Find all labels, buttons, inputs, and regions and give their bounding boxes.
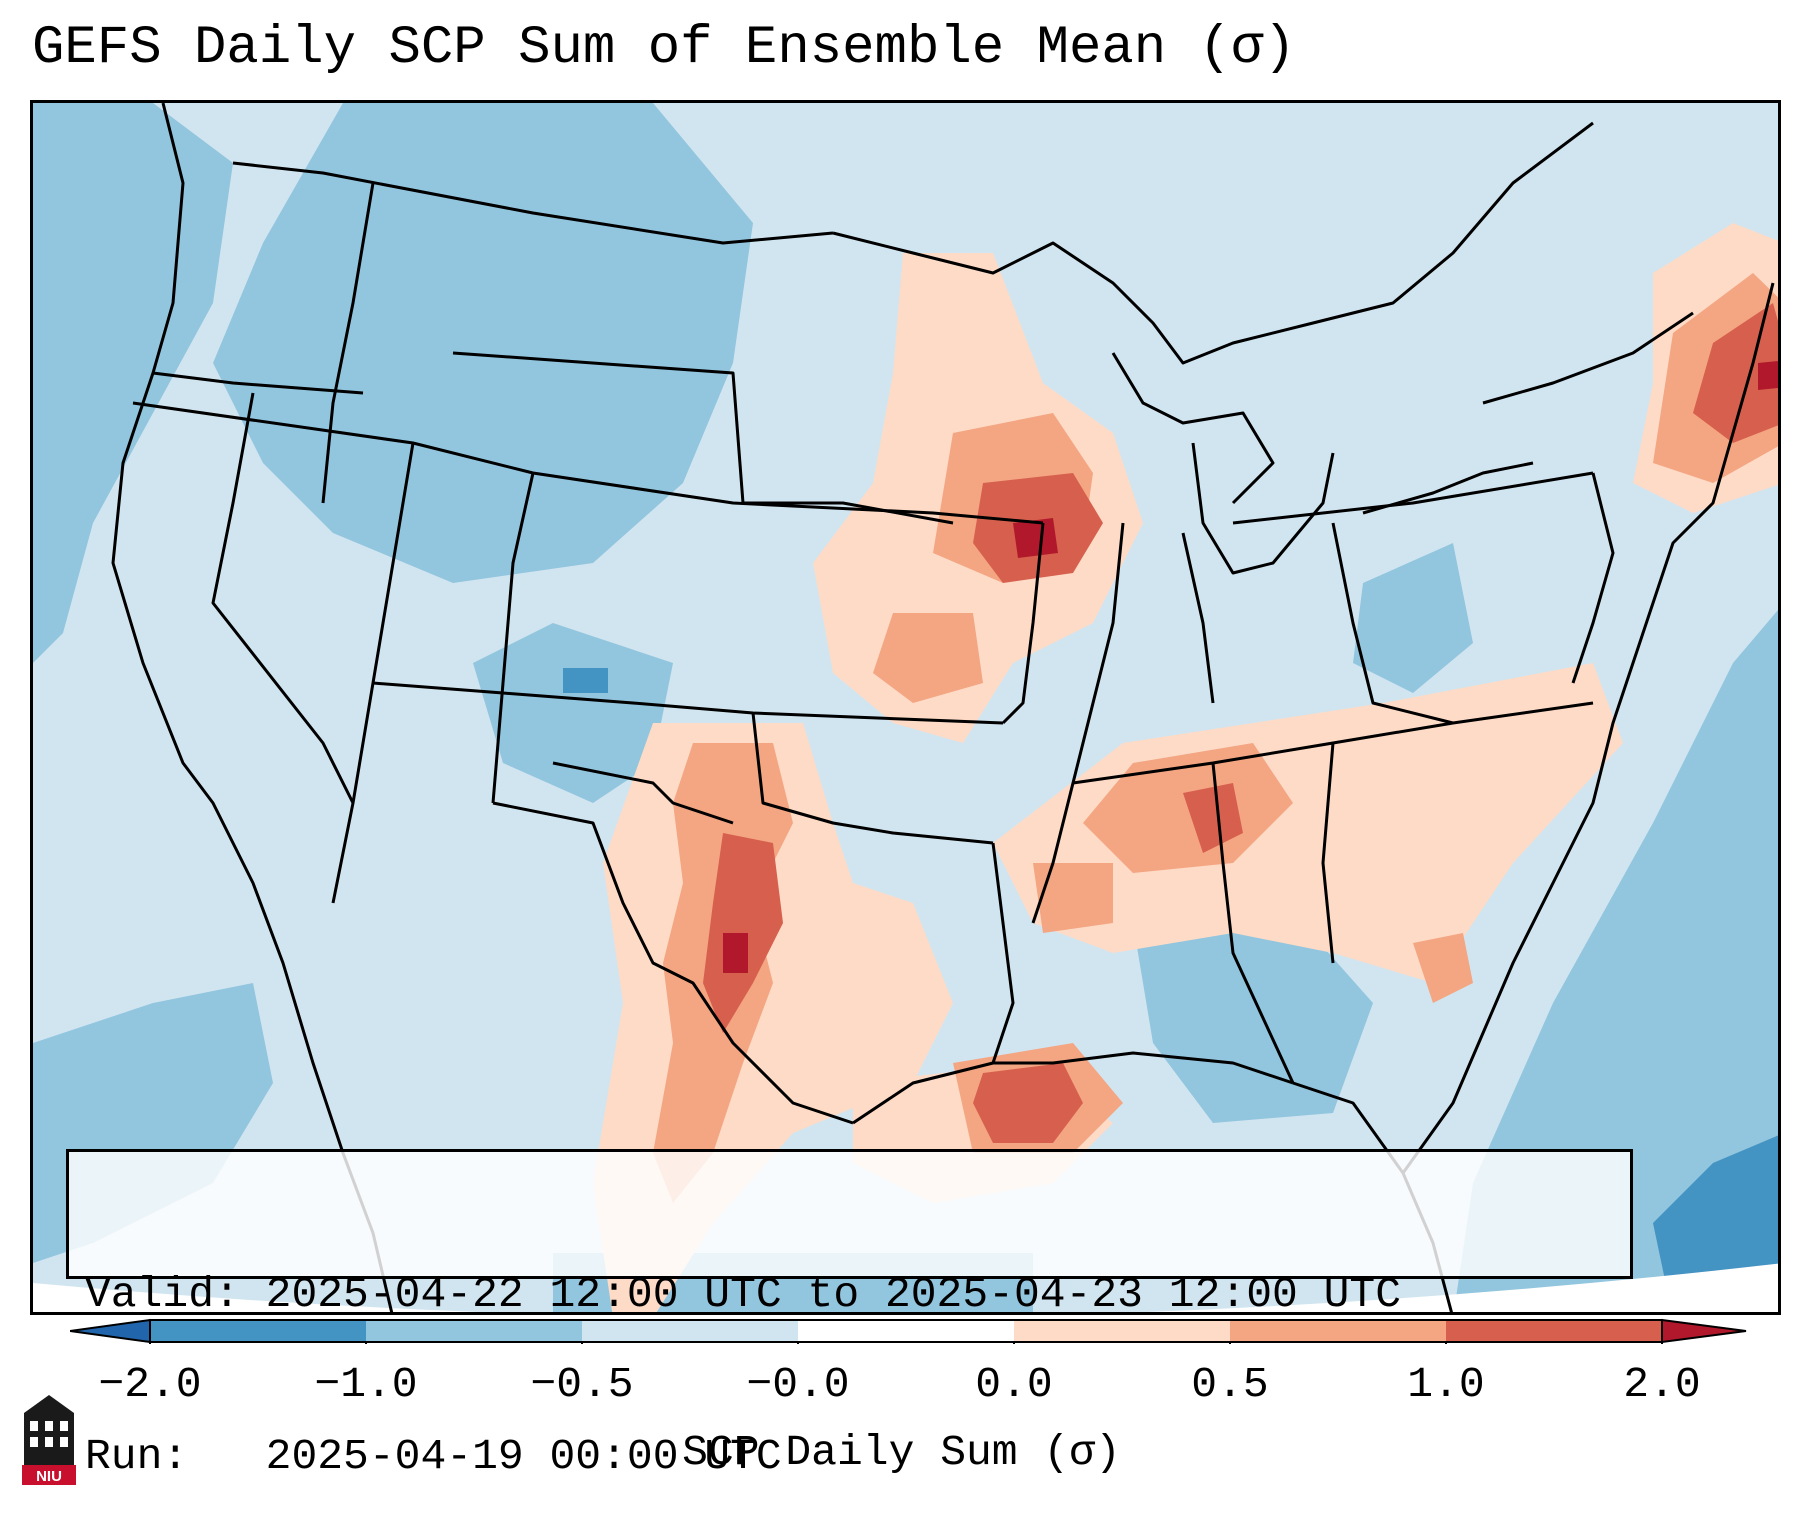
field-extreme-regions bbox=[723, 361, 1778, 973]
valid-label: Valid: bbox=[85, 1270, 240, 1319]
central-state-line bbox=[372, 681, 1004, 725]
colorbar-outline bbox=[149, 1319, 1663, 1343]
colorbar-tick-label: 1.0 bbox=[1407, 1360, 1485, 1409]
colorbar-under-arrow bbox=[70, 1318, 151, 1344]
colorbar-tick-label: 0.0 bbox=[975, 1360, 1053, 1409]
colorbar-bin bbox=[150, 1320, 366, 1342]
map-title: GEFS Daily SCP Sum of Ensemble Mean (σ) bbox=[32, 18, 1296, 79]
pacific-coastline bbox=[111, 103, 394, 1312]
colorbar-bin bbox=[1446, 1320, 1662, 1342]
run-row: Run: 2025-04-19 00:00 UTC bbox=[85, 1430, 1630, 1484]
valid-value: 2025-04-22 12:00 UTC to 2025-04-23 12:00… bbox=[265, 1270, 1402, 1319]
rio-grande-border bbox=[492, 801, 854, 1125]
map-canvas bbox=[33, 103, 1778, 1312]
colorbar-tick-label: −1.0 bbox=[314, 1360, 418, 1409]
university-building-icon: NIU bbox=[22, 1395, 76, 1485]
valid-row: Valid: 2025-04-22 12:00 UTC to 2025-04-2… bbox=[85, 1268, 1630, 1322]
great-lakes-shore bbox=[1111, 352, 1275, 505]
canada-border bbox=[232, 161, 834, 245]
colorbar-bin bbox=[1230, 1320, 1446, 1342]
colorbar-bin bbox=[366, 1320, 582, 1342]
colorbar-tick-label: −0.5 bbox=[530, 1360, 634, 1409]
projection-edge bbox=[33, 1263, 1778, 1312]
gulf-coastline bbox=[852, 1051, 1294, 1125]
colorbar-tick-label: 2.0 bbox=[1623, 1360, 1701, 1409]
colorbar-bin bbox=[798, 1320, 1014, 1342]
colorbar bbox=[70, 1318, 1747, 1344]
colorbar-tick-label: −2.0 bbox=[98, 1360, 202, 1409]
colorbar-over-arrow bbox=[1661, 1318, 1747, 1344]
colorbar-tick-marks bbox=[149, 1342, 1663, 1344]
logo-text: NIU bbox=[36, 1468, 62, 1485]
field-low-regions bbox=[33, 103, 1778, 1312]
map-panel bbox=[30, 100, 1781, 1315]
run-value: 2025-04-19 00:00 UTC bbox=[265, 1432, 782, 1481]
colorbar-tick-label: −0.0 bbox=[746, 1360, 850, 1409]
validity-info-box: Valid: 2025-04-22 12:00 UTC to 2025-04-2… bbox=[66, 1149, 1633, 1481]
colorbar-tick-label: 0.5 bbox=[1191, 1360, 1269, 1409]
colorbar-label: SCP Daily Sum (σ) bbox=[682, 1428, 1121, 1477]
colorbar-bin bbox=[582, 1320, 798, 1342]
northern-state-line bbox=[132, 401, 1044, 525]
atlantic-coastline bbox=[1401, 282, 1775, 1174]
run-label: Run: bbox=[85, 1432, 189, 1481]
political-boundaries bbox=[111, 103, 1775, 1312]
colorbar-bin bbox=[1014, 1320, 1230, 1342]
